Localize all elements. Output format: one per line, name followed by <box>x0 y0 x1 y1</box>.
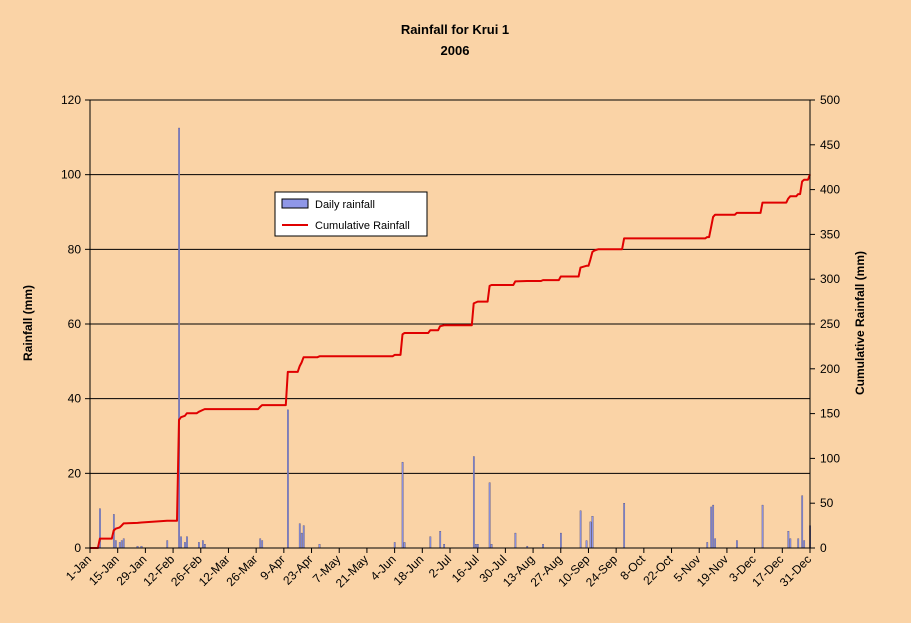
rain-bar <box>712 504 715 549</box>
rain-bar <box>801 495 804 549</box>
x-tick-label: 22-Oct <box>640 552 676 588</box>
rain-bar <box>714 538 717 549</box>
rain-bar <box>393 542 396 549</box>
gridlines <box>90 99 810 474</box>
rain-bar <box>787 531 790 549</box>
x-tick-label: 16-Jul <box>449 552 482 585</box>
rain-bar <box>514 532 517 549</box>
rain-bar <box>403 542 406 549</box>
rain-bar <box>302 525 305 549</box>
y2-tick-label: 350 <box>820 227 840 241</box>
rain-bar <box>120 540 123 549</box>
rain-bar <box>180 536 182 549</box>
rain-bar <box>476 544 479 549</box>
y2-tick-label: 250 <box>820 317 840 331</box>
y2-tick-label: 200 <box>820 362 840 376</box>
x-tick-label: 19-Nov <box>694 552 731 589</box>
rain-bar <box>589 521 592 549</box>
y2-tick-label: 100 <box>820 451 840 465</box>
y2-axis-label: Cumulative Rainfall (mm) <box>853 251 867 395</box>
rain-bar <box>166 540 169 549</box>
rain-bar <box>261 540 264 549</box>
rain-bar <box>789 538 792 549</box>
rain-bar <box>287 409 289 549</box>
rain-bar <box>474 544 477 549</box>
y2-tick-label: 150 <box>820 407 840 421</box>
rain-bar <box>542 544 544 549</box>
y-tick-label: 0 <box>74 541 81 555</box>
y-tick-label: 60 <box>68 317 82 331</box>
cumulative-rainfall-line-group <box>90 174 811 549</box>
rain-bar <box>300 532 303 549</box>
y-tick-label: 100 <box>61 168 81 182</box>
rain-bar <box>259 538 262 549</box>
x-tick-label: 24-Sep <box>583 552 620 589</box>
chart-title: Rainfall for Krui 1 <box>401 22 509 37</box>
x-tick-label: 26-Mar <box>223 552 260 589</box>
rain-bar <box>488 482 491 549</box>
daily-rainfall-bars <box>99 127 811 549</box>
y-tick-label: 20 <box>68 466 82 480</box>
rain-bar <box>710 506 713 549</box>
legend: Daily rainfall Cumulative Rainfall <box>274 191 428 237</box>
y2-tick-label: 50 <box>820 496 834 510</box>
rain-bar <box>298 523 301 549</box>
y2-tick-label: 0 <box>820 541 827 555</box>
rain-bar <box>761 504 764 549</box>
rain-bar <box>490 544 493 549</box>
x-tick-label: 23-Apr <box>280 552 315 587</box>
y-axis-label: Rainfall (mm) <box>21 285 35 361</box>
rain-bar <box>803 540 806 549</box>
y-tick-label: 120 <box>61 93 81 107</box>
y2-tick-label: 400 <box>820 183 840 197</box>
cumulative-rainfall-line <box>90 174 811 549</box>
rain-bar <box>429 536 432 549</box>
rain-bar <box>114 540 117 549</box>
legend-label-daily-rainfall: Daily rainfall <box>315 199 375 211</box>
y2-tick-label: 500 <box>820 93 840 107</box>
rain-bar <box>186 536 188 549</box>
y-tick-label: 40 <box>68 392 82 406</box>
rain-bar <box>443 544 446 549</box>
chart-subtitle: 2006 <box>441 43 470 58</box>
x-tick-label: 31-Dec <box>777 552 814 589</box>
rain-bar <box>198 542 200 549</box>
legend-bar-swatch <box>281 198 309 209</box>
rain-bar <box>736 540 738 549</box>
rain-bar <box>318 544 321 549</box>
rain-bar <box>203 544 206 549</box>
x-tick-label: 15-Jan <box>86 552 122 588</box>
y-tick-label: 80 <box>68 242 82 256</box>
rain-bar <box>118 542 121 549</box>
legend-label-cumulative-rainfall: Cumulative Rainfall <box>315 220 410 232</box>
rain-bar <box>797 538 800 549</box>
rain-bar <box>122 538 125 549</box>
rain-bar <box>591 516 594 549</box>
rain-bar <box>472 456 475 549</box>
rain-bar <box>184 542 186 549</box>
rain-bar <box>201 540 204 549</box>
rain-bar <box>439 531 442 549</box>
rain-bar <box>401 461 404 549</box>
rain-bar <box>560 532 562 549</box>
y2-tick-label: 450 <box>820 138 840 152</box>
rain-bar <box>623 503 626 549</box>
rain-bar <box>585 540 588 549</box>
rain-bar <box>706 542 709 549</box>
rain-bar <box>579 510 582 549</box>
x-tick-label: 18-Jun <box>391 552 427 588</box>
y2-tick-label: 300 <box>820 272 840 286</box>
